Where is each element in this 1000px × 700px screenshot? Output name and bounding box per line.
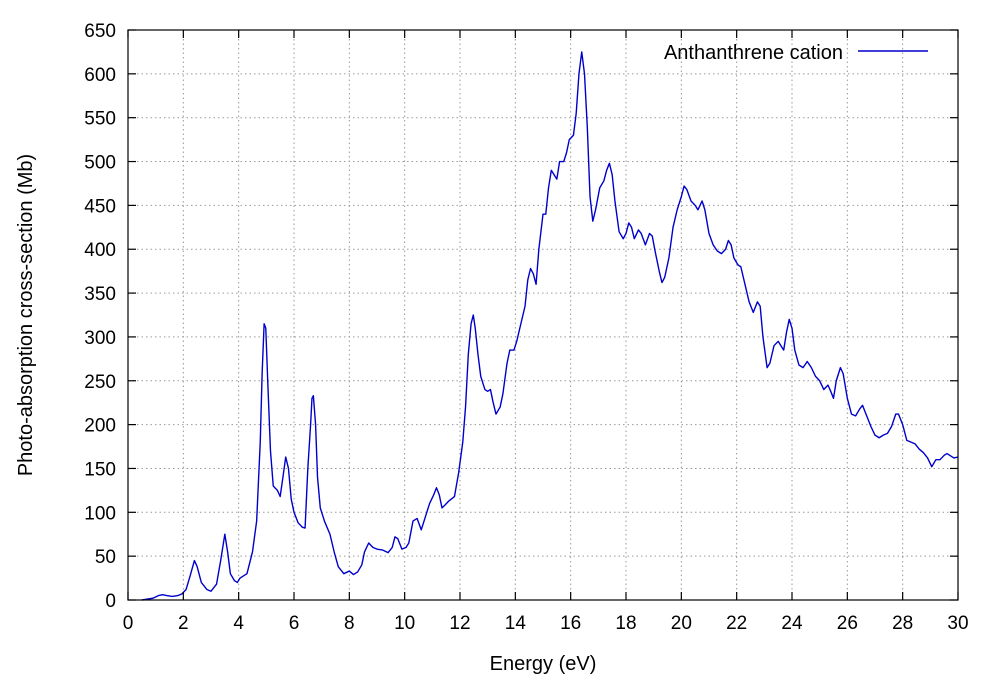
y-tick-label: 450 xyxy=(84,196,116,217)
x-tick-label: 14 xyxy=(505,613,527,634)
y-tick-label: 50 xyxy=(95,547,116,568)
ticks xyxy=(127,29,959,601)
x-tick-label: 28 xyxy=(892,613,913,634)
x-tick-label: 20 xyxy=(671,613,692,634)
x-tick-label: 0 xyxy=(123,613,134,634)
y-tick-label: 300 xyxy=(84,328,116,349)
y-tick-label: 650 xyxy=(84,21,116,42)
x-tick-label: 2 xyxy=(178,613,189,634)
y-tick-labels: 0 50 100 150 200 250 300 350 400 450 500 550 600 650 xyxy=(84,21,116,612)
y-tick-label: 550 xyxy=(84,109,116,130)
x-axis-title: Energy (eV) xyxy=(490,653,597,675)
plot-frame xyxy=(127,29,959,601)
legend: Anthanthrene cation xyxy=(664,42,928,64)
x-tick-label: 6 xyxy=(289,613,300,634)
x-tick-label: 22 xyxy=(726,613,747,634)
y-tick-label: 250 xyxy=(84,372,116,393)
y-axis-title: Photo-absorption cross-section (Mb) xyxy=(15,154,37,476)
y-tick-label: 400 xyxy=(84,240,116,261)
y-tick-label: 100 xyxy=(84,503,116,524)
y-tick-label: 150 xyxy=(84,459,116,480)
x-tick-label: 18 xyxy=(615,613,636,634)
x-tick-label: 26 xyxy=(837,613,858,634)
x-tick-label: 8 xyxy=(344,613,355,634)
series-line xyxy=(141,51,959,601)
x-tick-label: 4 xyxy=(233,613,244,634)
y-tick-label: 200 xyxy=(84,416,116,437)
x-tick-labels: 0 2 4 6 8 10 12 14 16 18 20 22 24 26 28 30 xyxy=(123,613,969,634)
x-tick-label: 30 xyxy=(947,613,968,634)
grid xyxy=(128,30,958,600)
y-tick-label: 500 xyxy=(84,153,116,174)
series-layer xyxy=(141,51,959,601)
y-tick-label: 350 xyxy=(84,284,116,305)
x-tick-label: 12 xyxy=(449,613,470,634)
legend-label: Anthanthrene cation xyxy=(664,42,843,64)
x-tick-label: 10 xyxy=(394,613,415,634)
x-tick-label: 24 xyxy=(781,613,803,634)
y-tick-label: 600 xyxy=(84,65,116,86)
y-tick-label: 0 xyxy=(105,591,116,612)
x-tick-label: 16 xyxy=(560,613,581,634)
